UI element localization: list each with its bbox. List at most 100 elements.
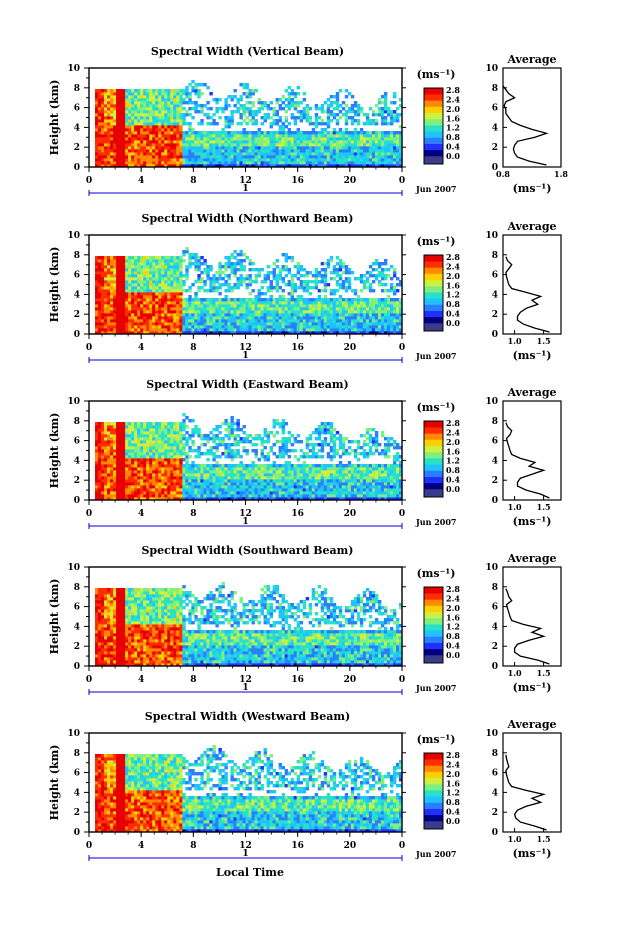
colorbar-swatch [424,476,443,484]
average-profile-line [505,256,550,333]
yaxis-label: Height (km) [48,579,61,655]
colorbar-swatch [424,617,443,625]
colorbar-swatch [424,427,443,434]
xtick-label: 16 [291,841,304,851]
average-ytick-label: 6 [492,603,498,613]
xtick-label: 20 [344,509,357,519]
colorbar-swatch [424,642,443,650]
xtick-label: 0 [399,841,405,851]
colorbar-noise-band [424,489,443,497]
colorbar-swatch [424,106,443,114]
average-xtick-label: 1.5 [537,668,551,678]
average-ytick-label: 6 [492,271,498,281]
ytick-label: 2 [74,143,80,153]
xtick-label: 12 [239,509,252,519]
ytick-label: 6 [74,603,80,613]
colorbar-swatch [424,593,443,600]
colorbar-unit: (ms⁻¹) [417,567,456,580]
colorbar-tick-label: 1.6 [446,612,460,622]
xaxis-label: Local Time [216,866,284,879]
day-label: 1 [242,351,248,361]
xtick-label: 16 [291,675,304,685]
average-unit: (ms⁻¹) [513,515,552,528]
ytick-label: 4 [74,290,80,300]
colorbar-tick-label: 2.0 [446,104,460,114]
date-label: Jun 2007 [415,351,456,361]
average-xtick-label: 1.5 [537,336,551,346]
heatmap-cells [95,80,403,168]
average-ytick-label: 4 [492,290,498,300]
date-label: Jun 2007 [415,683,456,693]
colorbar-swatch [424,648,443,656]
colorbar-swatch [424,624,443,631]
ytick-label: 10 [67,563,80,573]
colorbar-swatch [424,599,443,606]
average-ytick-label: 4 [492,622,498,632]
average-ytick-label: 10 [485,729,498,739]
ytick-label: 6 [74,271,80,281]
panel-3: Spectral Width (Eastward Beam)0246810Hei… [48,378,562,529]
ytick-label: 4 [74,456,80,466]
colorbar-swatch [424,790,443,797]
day-label: 1 [242,517,248,527]
colorbar-swatch [424,100,443,107]
yaxis-label: Height (km) [48,413,61,489]
ytick-label: 0 [74,496,80,506]
colorbar-swatch [424,753,443,760]
colorbar-tick-label: 2.4 [446,261,460,271]
xtick-label: 4 [138,675,144,685]
colorbar-swatch [424,445,443,453]
colorbar-tick-label: 2.4 [446,759,460,769]
xtick-label: 0 [86,675,92,685]
yaxis-label: Height (km) [48,745,61,821]
panel-2: Spectral Width (Northward Beam)0246810He… [48,212,562,363]
colorbar-tick-label: 0.4 [446,309,460,319]
average-ytick-label: 10 [485,397,498,407]
colorbar-noise-band [424,323,443,331]
colorbar-tick-label: 2.4 [446,427,460,437]
colorbar-swatch [424,771,443,779]
average-ytick-label: 6 [492,769,498,779]
average-ytick-label: 8 [492,84,498,94]
colorbar-unit: (ms⁻¹) [417,733,456,746]
colorbar-tick-label: 2.8 [446,252,460,262]
average-frame [502,400,562,501]
colorbar-tick-label: 0.0 [446,318,460,328]
average-ytick-label: 10 [485,231,498,241]
colorbar-frame [423,420,444,498]
average-unit: (ms⁻¹) [513,182,552,195]
colorbar-frame [423,87,444,165]
average-unit: (ms⁻¹) [513,349,552,362]
average-profile-line [505,422,550,499]
colorbar-swatch [424,765,443,772]
colorbar-tick-label: 2.0 [446,437,460,447]
colorbar-swatch [424,458,443,465]
xtick-label: 0 [86,841,92,851]
ytick-label: 10 [67,64,80,74]
colorbar-tick-label: 2.8 [446,584,460,594]
xtick-label: 0 [399,675,405,685]
xtick-label: 0 [399,176,405,186]
colorbar-unit: (ms⁻¹) [417,68,456,81]
xtick-label: 16 [291,343,304,353]
ytick-label: 2 [74,642,80,652]
average-xtick-label: 1.0 [508,834,522,844]
xtick-label: 16 [291,176,304,186]
colorbar-swatch [424,636,443,643]
average-title: Average [506,53,556,66]
ytick-label: 10 [67,231,80,241]
colorbar-swatch [424,777,443,785]
colorbar-tick-label: 1.2 [446,788,460,798]
colorbar-swatch [424,310,443,318]
xtick-label: 12 [239,176,252,186]
colorbar-swatch [424,298,443,305]
ytick-label: 6 [74,437,80,447]
colorbar-tick-label: 0.4 [446,807,460,817]
colorbar-tick-label: 2.0 [446,769,460,779]
ytick-label: 8 [74,749,80,759]
xtick-label: 0 [399,343,405,353]
ytick-label: 8 [74,417,80,427]
xtick-label: 4 [138,841,144,851]
xtick-label: 12 [239,675,252,685]
colorbar-tick-label: 2.8 [446,750,460,760]
